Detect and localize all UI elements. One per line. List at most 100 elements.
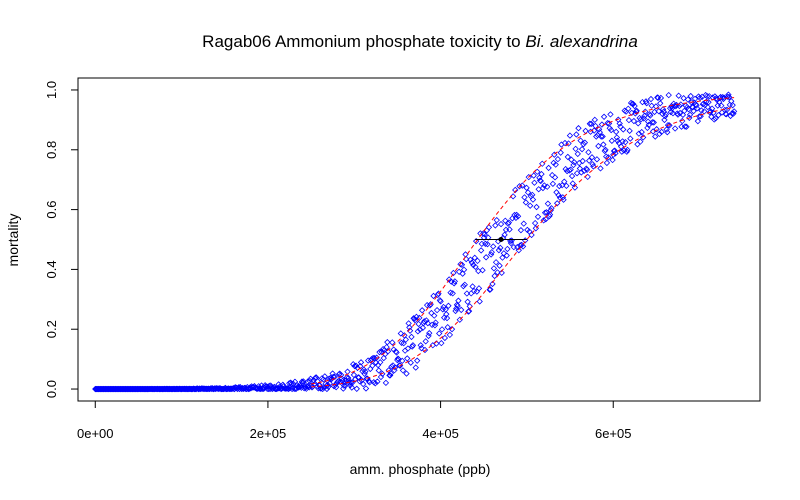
data-point <box>446 331 454 339</box>
data-point <box>342 382 349 389</box>
data-point <box>372 380 379 387</box>
y-axis: 0.0 0.2 0.4 0.6 0.8 1.0 <box>44 81 78 398</box>
data-point <box>642 98 650 105</box>
data-point <box>461 281 468 288</box>
data-point <box>595 126 603 133</box>
data-point <box>701 108 708 115</box>
data-point <box>717 93 724 101</box>
data-point <box>697 113 704 120</box>
data-point <box>351 362 358 370</box>
data-point <box>309 383 316 390</box>
data-point <box>618 148 625 155</box>
data-point <box>522 199 530 206</box>
data-point <box>684 103 691 111</box>
data-point <box>544 183 551 190</box>
data-point <box>533 203 540 211</box>
x-tick-label: 6e+05 <box>595 426 632 441</box>
data-point <box>639 134 647 141</box>
data-point <box>460 283 467 290</box>
data-point <box>593 133 600 140</box>
upper-bound-line <box>311 97 735 385</box>
data-point <box>494 269 501 276</box>
data-point <box>402 336 409 343</box>
data-point <box>395 356 402 363</box>
data-point <box>592 122 599 130</box>
data-point <box>565 140 572 147</box>
data-point <box>631 102 638 110</box>
data-point <box>580 167 588 175</box>
data-point <box>417 342 424 349</box>
data-point <box>421 318 428 325</box>
chart-title: Ragab06 Ammonium phosphate toxicity to B… <box>202 32 638 51</box>
data-point <box>318 385 325 392</box>
data-point <box>497 244 504 251</box>
data-point <box>563 182 570 190</box>
data-point <box>600 113 608 120</box>
data-point <box>391 364 399 371</box>
data-point <box>455 297 462 304</box>
data-point <box>564 153 571 161</box>
data-point <box>456 316 463 323</box>
data-point <box>655 108 662 115</box>
data-point <box>397 330 404 337</box>
data-point <box>328 375 336 382</box>
data-point <box>354 364 361 372</box>
data-point <box>571 159 578 166</box>
data-point <box>635 120 642 127</box>
data-point <box>681 107 688 115</box>
data-point <box>384 339 391 346</box>
data-point <box>538 170 545 178</box>
data-point <box>693 102 700 109</box>
y-tick-label: 0.0 <box>44 380 59 398</box>
data-point <box>545 164 552 172</box>
data-point <box>718 102 725 109</box>
data-point <box>605 154 612 161</box>
data-point <box>283 385 291 392</box>
data-point <box>551 174 559 181</box>
data-point <box>504 245 511 253</box>
data-point <box>472 237 480 245</box>
data-point <box>661 116 668 124</box>
data-point <box>598 133 605 140</box>
data-point <box>686 114 693 121</box>
data-point <box>399 367 407 374</box>
data-point <box>576 159 583 167</box>
data-point <box>626 127 633 135</box>
data-point <box>674 111 682 118</box>
data-point <box>569 180 576 187</box>
data-point <box>451 278 458 285</box>
data-point <box>298 378 306 385</box>
data-point <box>506 226 513 233</box>
data-point <box>459 270 466 277</box>
data-point <box>620 126 627 133</box>
data-point <box>438 326 446 333</box>
data-point <box>523 184 530 192</box>
data-point <box>534 213 542 220</box>
data-point <box>389 339 396 346</box>
data-point <box>696 113 703 120</box>
data-point <box>630 100 637 108</box>
data-point <box>399 357 406 365</box>
data-point <box>663 126 670 133</box>
data-point <box>595 142 602 150</box>
data-point <box>561 178 568 185</box>
data-point <box>475 285 483 292</box>
data-point <box>530 172 537 179</box>
data-point <box>467 256 474 263</box>
data-point <box>359 380 367 388</box>
data-point <box>374 378 381 385</box>
data-point <box>514 243 521 251</box>
data-point <box>450 269 457 277</box>
data-point <box>412 364 419 371</box>
data-point <box>703 92 711 100</box>
data-point <box>482 254 490 261</box>
data-point <box>553 200 561 207</box>
data-point <box>671 125 679 132</box>
data-point <box>409 342 417 349</box>
data-point <box>625 105 632 112</box>
data-point <box>367 365 374 373</box>
y-tick-label: 1.0 <box>44 81 59 99</box>
data-point <box>558 141 565 148</box>
data-point <box>428 309 435 317</box>
data-point <box>543 209 550 216</box>
